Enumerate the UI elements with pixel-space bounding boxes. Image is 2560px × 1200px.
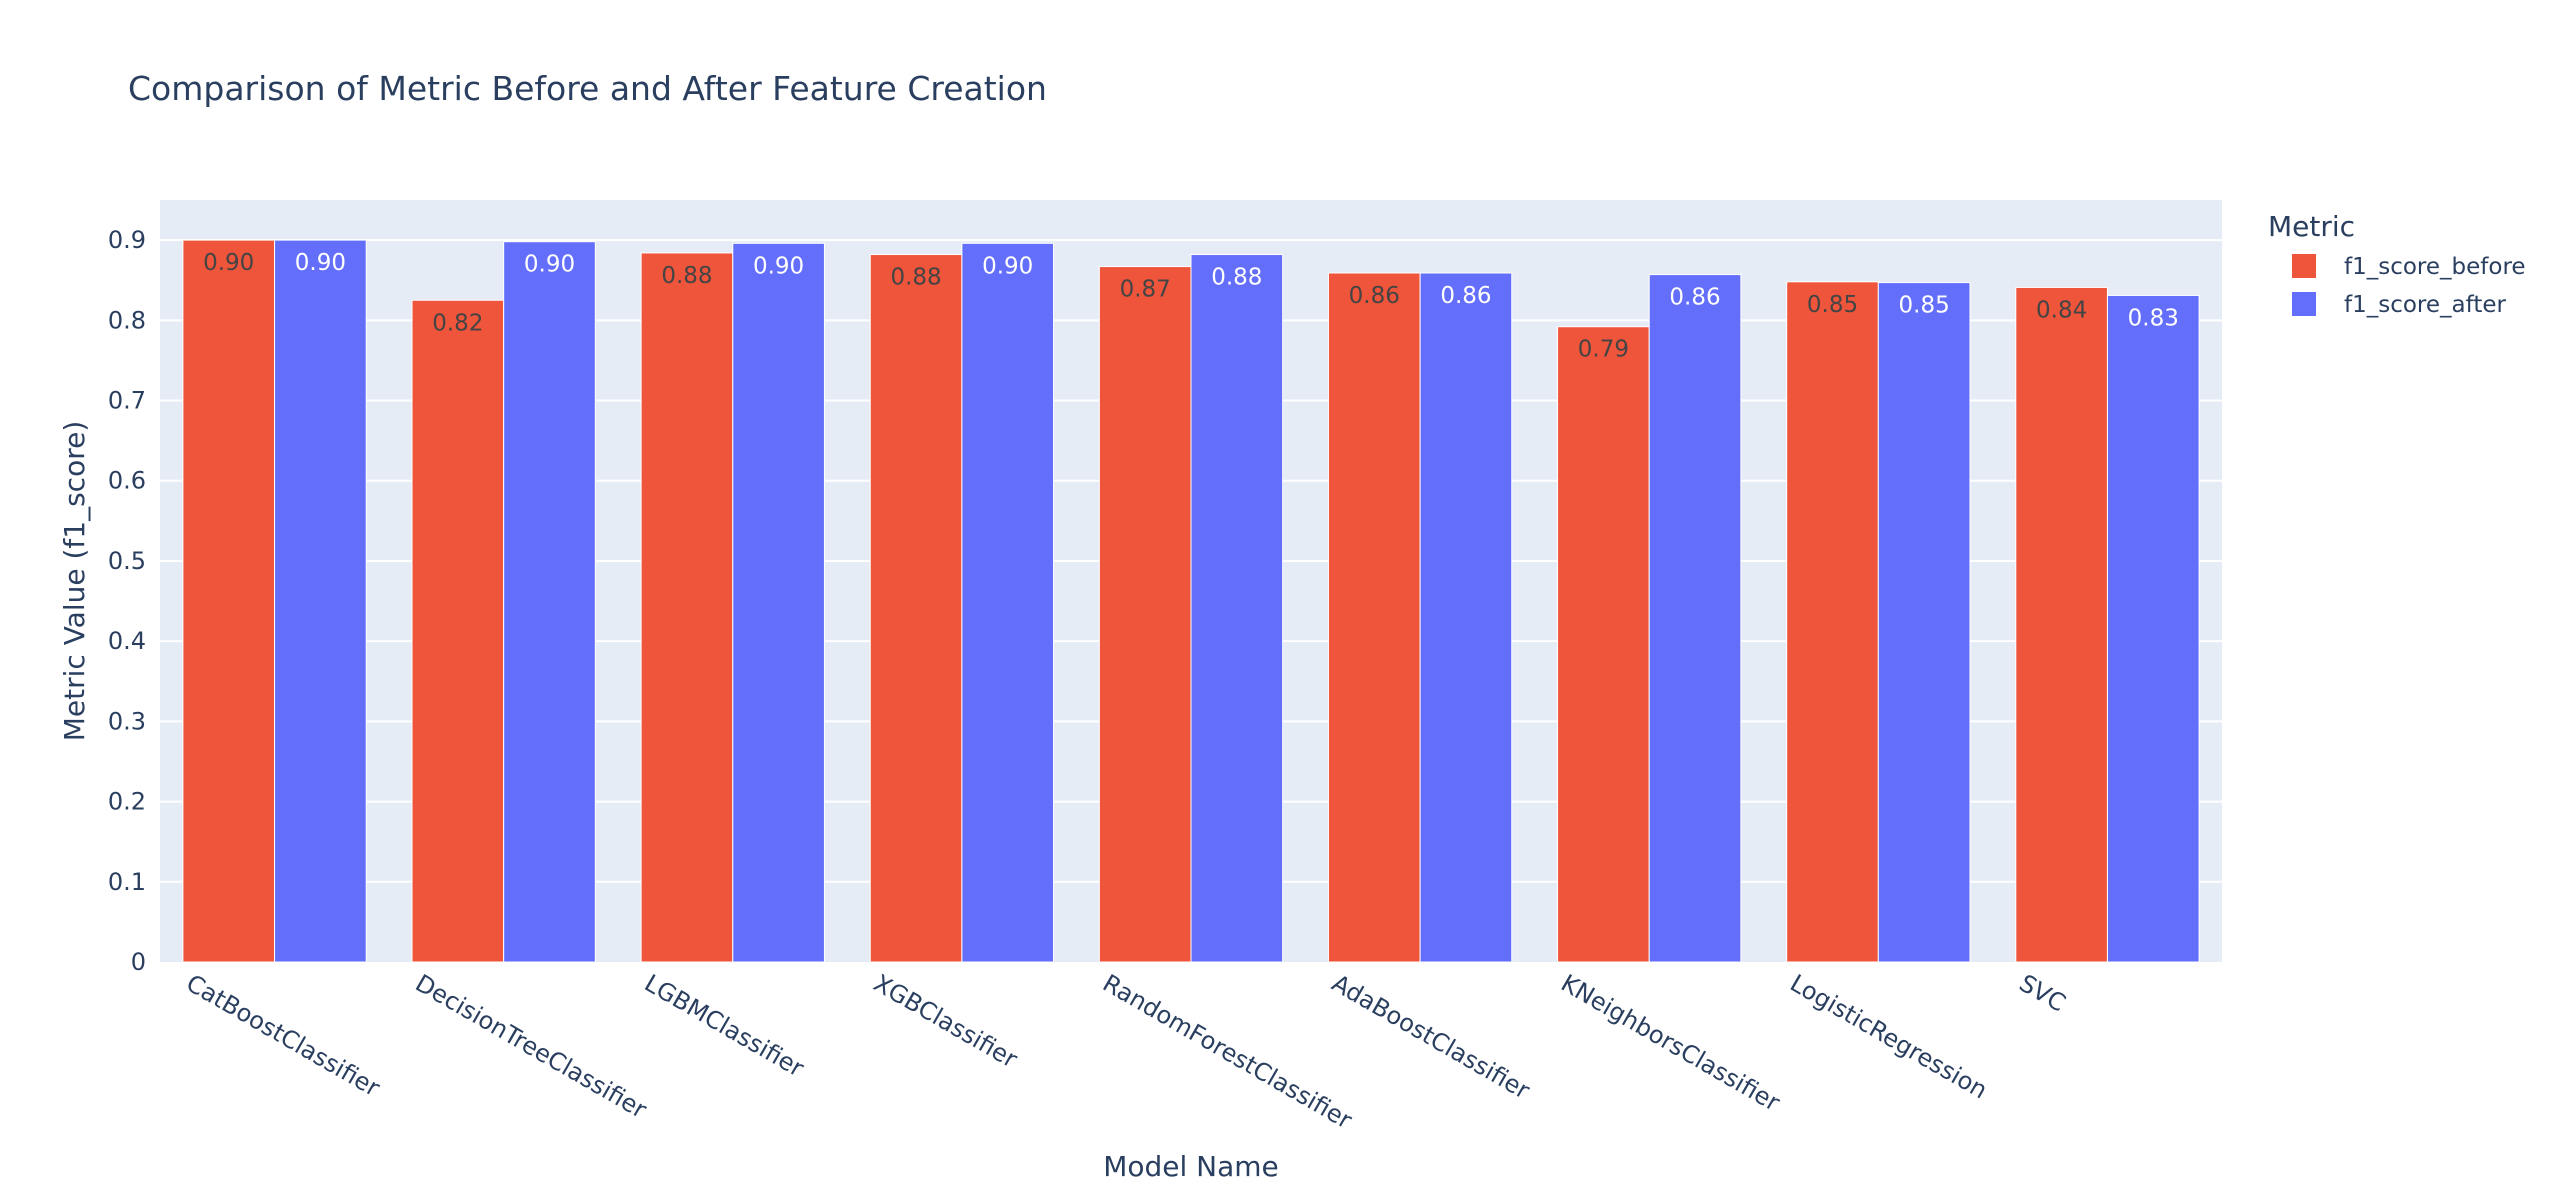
- y-axis-title: Metric Value (f1_score): [58, 421, 91, 742]
- bar-f1_score_after: [503, 241, 596, 963]
- legend-label: f1_score_after: [2344, 292, 2506, 318]
- y-tick-label: 0: [131, 948, 146, 976]
- x-tick-label: XGBClassifier: [869, 969, 1022, 1074]
- bar-f1_score_before: [640, 252, 734, 963]
- y-tick-label: 0.6: [108, 467, 146, 495]
- bar-value-label: 0.88: [661, 263, 712, 289]
- bar-f1_score_before: [2015, 286, 2108, 963]
- y-tick-label: 0.9: [108, 226, 146, 254]
- bar-f1_score_after: [732, 242, 825, 963]
- bar-f1_score_before: [1098, 266, 1192, 963]
- y-tick-label: 0.5: [108, 547, 146, 575]
- bar-value-label: 0.90: [295, 250, 346, 276]
- bar-value-label: 0.86: [1440, 283, 1491, 309]
- x-axis-title: Model Name: [1103, 1150, 1279, 1183]
- bar-value-label: 0.79: [1578, 337, 1629, 363]
- bar-f1_score_before: [1786, 281, 1879, 963]
- legend-label: f1_score_before: [2344, 254, 2526, 280]
- x-tick-label: LogisticRegression: [1785, 969, 1992, 1105]
- bar-value-label: 0.84: [2036, 297, 2087, 323]
- bar-value-label: 0.85: [1899, 293, 1950, 319]
- x-tick-label: RandomForestClassifier: [1098, 969, 1357, 1135]
- bar-value-label: 0.88: [890, 265, 941, 291]
- y-tick-label: 0.4: [108, 627, 146, 655]
- x-tick-label: LGBMClassifier: [640, 969, 809, 1083]
- bar-f1_score_after: [1190, 254, 1284, 963]
- y-tick-label: 0.7: [108, 387, 146, 415]
- bar-f1_score_after: [1648, 274, 1742, 963]
- bar-value-label: 0.86: [1669, 285, 1720, 311]
- bar-f1_score_before: [1557, 326, 1650, 963]
- bar-f1_score_after: [1877, 282, 1971, 963]
- bar-f1_score_after: [1419, 272, 1513, 963]
- bar-value-label: 0.82: [432, 310, 483, 336]
- y-axis-ticks: 0 0.1 0.2 0.3 0.4 0.5 0.6 0.7 0.8 0.9: [108, 226, 146, 976]
- y-tick-label: 0.2: [108, 788, 146, 816]
- bar-labels: 0.90 0.90 0.82 0.90 0.88 0.90 0.88 0.90 0.87 0.88…: [203, 250, 2179, 363]
- bar-f1_score_before: [182, 239, 276, 963]
- bar-f1_score_before: [1327, 272, 1421, 963]
- bar-value-label: 0.90: [982, 253, 1033, 279]
- x-axis-ticks: CatBoostClassifier DecisionTreeClassifier…: [182, 969, 2071, 1135]
- bar-value-label: 0.83: [2128, 305, 2179, 331]
- y-tick-label: 0.3: [108, 707, 146, 735]
- chart-title: Comparison of Metric Before and After Fe…: [128, 69, 1047, 108]
- x-tick-label: KNeighborsClassifier: [1556, 969, 1784, 1117]
- bar-value-label: 0.90: [524, 252, 575, 278]
- bar-f1_score_before: [411, 299, 505, 963]
- bar-value-label: 0.90: [203, 250, 254, 276]
- bar-value-label: 0.85: [1807, 292, 1858, 318]
- legend-swatch: [2292, 292, 2316, 316]
- y-tick-label: 0.8: [108, 306, 146, 334]
- legend-swatch: [2292, 254, 2316, 278]
- y-tick-label: 0.1: [108, 868, 146, 896]
- bar-f1_score_after: [274, 239, 367, 963]
- x-tick-label: AdaBoostClassifier: [1327, 969, 1534, 1105]
- bar-value-label: 0.86: [1349, 283, 1400, 309]
- x-tick-label: SVC: [2014, 969, 2070, 1017]
- bar-value-label: 0.90: [753, 253, 804, 279]
- x-tick-label: DecisionTreeClassifier: [411, 969, 652, 1124]
- x-tick-label: CatBoostClassifier: [182, 969, 385, 1102]
- bar-f1_score_before: [869, 254, 963, 963]
- legend: Metric f1_score_before f1_score_after: [2268, 210, 2526, 318]
- bars: [182, 239, 2200, 963]
- legend-title: Metric: [2268, 210, 2355, 243]
- bar-value-label: 0.87: [1120, 277, 1171, 303]
- bar-f1_score_after: [961, 242, 1055, 963]
- bar-value-label: 0.88: [1211, 265, 1262, 291]
- bar-f1_score_after: [2106, 294, 2200, 963]
